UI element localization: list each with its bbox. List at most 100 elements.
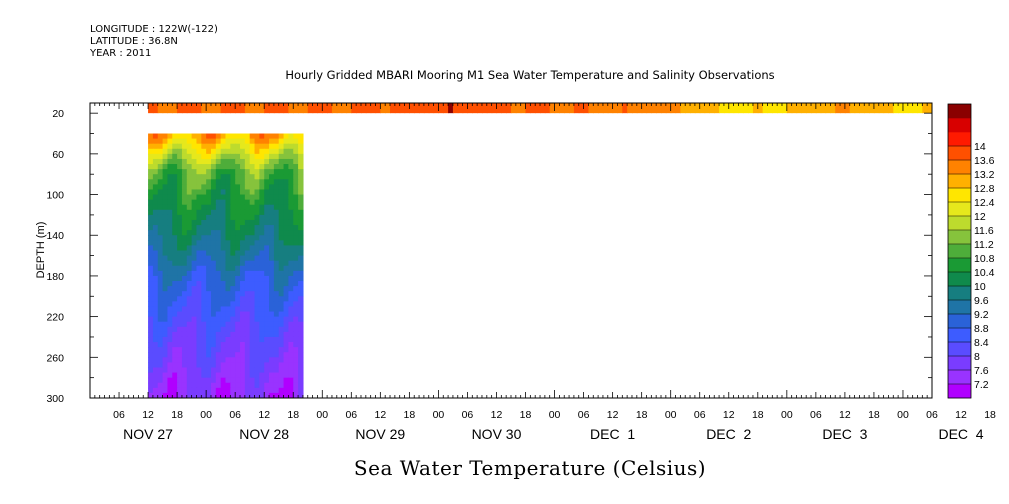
profile-cell bbox=[273, 138, 280, 145]
profile-cell bbox=[293, 250, 299, 257]
profile-cell bbox=[278, 138, 285, 145]
profile-cell bbox=[177, 240, 183, 247]
profile-cell bbox=[230, 377, 236, 384]
profile-cell bbox=[177, 235, 183, 241]
profile-cell bbox=[167, 270, 173, 277]
profile-cell bbox=[254, 382, 260, 389]
profile-cell bbox=[201, 311, 207, 318]
surface-cell bbox=[854, 103, 861, 114]
profile-cell bbox=[288, 164, 294, 170]
profile-cell bbox=[191, 245, 198, 252]
profile-cell bbox=[225, 316, 231, 323]
profile-cell bbox=[244, 245, 251, 252]
surface-cell bbox=[680, 103, 686, 114]
profile-cell bbox=[259, 326, 265, 333]
profile-cell bbox=[283, 255, 289, 262]
profile-cell bbox=[240, 189, 246, 196]
profile-cell bbox=[220, 347, 227, 353]
profile-cell bbox=[181, 265, 188, 272]
profile-cell bbox=[172, 184, 178, 191]
profile-cell bbox=[273, 240, 280, 247]
profile-cell bbox=[148, 367, 154, 374]
profile-cell bbox=[148, 153, 154, 160]
profile-cell bbox=[240, 291, 246, 297]
surface-cell bbox=[631, 103, 638, 114]
profile-cell bbox=[254, 270, 260, 277]
profile-cell bbox=[206, 342, 212, 348]
profile-cell bbox=[201, 214, 207, 221]
profile-cell bbox=[230, 392, 236, 398]
profile-cell bbox=[191, 174, 198, 180]
profile-cell bbox=[167, 336, 173, 343]
profile-cell bbox=[240, 164, 246, 170]
profile-cell bbox=[172, 372, 178, 379]
profile-cell bbox=[269, 362, 275, 369]
y-axis-label: DEPTH (m) bbox=[35, 222, 47, 279]
profile-cell bbox=[157, 255, 164, 262]
profile-cell bbox=[264, 230, 270, 236]
profile-cell bbox=[244, 153, 251, 160]
profile-cell bbox=[186, 347, 193, 353]
profile-cell bbox=[152, 265, 159, 272]
profile-cell bbox=[278, 372, 285, 379]
profile-cell bbox=[264, 275, 270, 282]
profile-cell bbox=[148, 204, 154, 211]
profile-cell bbox=[259, 164, 265, 170]
profile-cell bbox=[152, 275, 159, 282]
profile-cell bbox=[269, 148, 275, 155]
profile-cell bbox=[230, 214, 236, 221]
profile-cell bbox=[283, 174, 289, 180]
profile-cell bbox=[191, 392, 198, 398]
profile-cell bbox=[210, 286, 217, 292]
profile-cell bbox=[283, 209, 289, 216]
profile-cell bbox=[254, 275, 260, 282]
profile-cell bbox=[259, 357, 265, 363]
profile-cell bbox=[293, 194, 299, 201]
profile-cell bbox=[269, 281, 275, 287]
profile-cell bbox=[254, 362, 260, 369]
colorbar-label: 10.4 bbox=[974, 267, 995, 279]
profile-cell bbox=[264, 138, 270, 145]
profile-cell bbox=[259, 296, 265, 302]
surface-cell bbox=[264, 103, 270, 114]
profile-cell bbox=[148, 362, 154, 369]
profile-cell bbox=[191, 199, 198, 206]
profile-cell bbox=[177, 164, 183, 170]
profile-cell bbox=[162, 362, 169, 369]
profile-cell bbox=[220, 281, 227, 287]
profile-cell bbox=[283, 235, 289, 241]
surface-cell bbox=[331, 103, 338, 114]
profile-cell bbox=[273, 387, 280, 394]
profile-cell bbox=[269, 199, 275, 206]
profile-cell bbox=[288, 235, 294, 241]
profile-cell bbox=[191, 158, 198, 165]
profile-cell bbox=[259, 184, 265, 191]
profile-cell bbox=[240, 347, 246, 353]
profile-cell bbox=[244, 286, 251, 292]
profile-cell bbox=[278, 209, 285, 216]
profile-cell bbox=[273, 336, 280, 343]
profile-cell bbox=[240, 194, 246, 201]
profile-cell bbox=[152, 189, 159, 196]
profile-cell bbox=[244, 230, 251, 236]
profile-cell bbox=[220, 265, 227, 272]
profile-cell bbox=[283, 189, 289, 196]
profile-cell bbox=[172, 148, 178, 155]
profile-cell bbox=[254, 184, 260, 191]
profile-cell bbox=[177, 336, 183, 343]
profile-cell bbox=[210, 133, 217, 140]
profile-cell bbox=[201, 179, 207, 185]
profile-cell bbox=[177, 296, 183, 302]
surface-cell bbox=[302, 103, 309, 114]
profile-cell bbox=[186, 316, 193, 323]
profile-cell bbox=[157, 199, 164, 206]
profile-cell bbox=[206, 143, 212, 150]
profile-cell bbox=[186, 286, 193, 292]
colorbar-label: 13.2 bbox=[974, 169, 995, 181]
profile-cell bbox=[225, 326, 231, 333]
profile-cell bbox=[181, 240, 188, 247]
profile-cell bbox=[196, 387, 202, 394]
surface-cell bbox=[811, 103, 817, 114]
profile-cell bbox=[152, 255, 159, 262]
profile-cell bbox=[249, 316, 256, 323]
